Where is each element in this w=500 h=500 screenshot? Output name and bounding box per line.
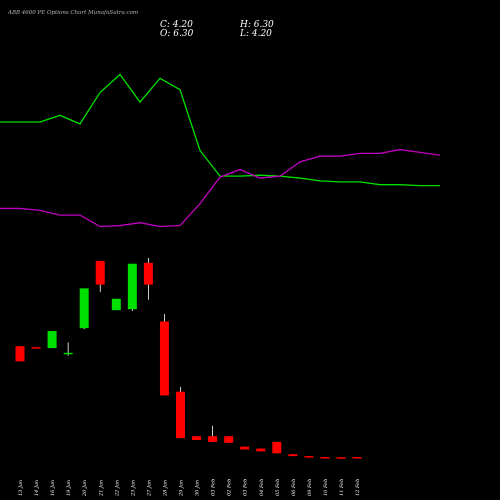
x-tick-label: 29 Jan <box>179 480 185 497</box>
candle-body <box>208 436 218 442</box>
candle-body <box>288 454 298 457</box>
open-value: O: 6.30 <box>160 29 194 39</box>
x-tick-label: 10 Feb <box>323 479 329 496</box>
candle-body <box>143 262 153 285</box>
candle-body <box>336 457 346 459</box>
x-tick-label: 12 Feb <box>355 479 361 496</box>
high-value: H: 6.30 <box>240 20 274 30</box>
candle-body <box>272 441 282 454</box>
x-tick-label: 03 Feb <box>211 479 217 496</box>
x-tick-label: 09 Feb <box>307 479 313 496</box>
indicator-line-2 <box>0 148 441 228</box>
candle-body <box>159 321 169 396</box>
candle-body <box>320 457 330 459</box>
x-tick-label: 19 Jan <box>66 480 72 496</box>
x-tick-label: 16 Jan <box>50 480 56 496</box>
x-tick-label: 13 Jan <box>18 480 24 496</box>
candle-body <box>15 346 25 362</box>
candles <box>15 258 362 459</box>
candle-body <box>192 436 202 440</box>
x-tick-label: 20 Jan <box>82 480 88 497</box>
x-tick-label: 28 Jan <box>162 480 168 497</box>
candle-body <box>304 456 314 458</box>
close-value: C: 4.20 <box>160 20 193 30</box>
candle-body <box>63 352 73 355</box>
candle-body <box>240 446 250 450</box>
x-tick-label: 30 Jan <box>195 480 201 496</box>
x-tick-label: 11 Feb <box>339 479 345 496</box>
x-tick-label: 14 Jan <box>34 480 40 496</box>
x-tick-label: 21 Jan <box>98 480 104 497</box>
x-tick-label: 27 Jan <box>146 480 152 497</box>
candle-body <box>224 436 234 443</box>
low-value: L: 4.20 <box>240 29 272 39</box>
x-tick-label: 23 Jan <box>130 480 136 497</box>
indicator-lines <box>0 73 441 228</box>
candle-body <box>111 298 121 311</box>
x-tick-label: 04 Feb <box>259 479 265 496</box>
candle-body <box>95 260 105 285</box>
indicator-line-1 <box>0 73 440 187</box>
x-axis-ticks: 13 Jan 14 Jan 16 Jan 19 Jan 20 Jan 21 Jan 22 J… <box>18 479 361 497</box>
candle-body <box>352 457 362 459</box>
x-tick-label: 06 Feb <box>291 479 297 496</box>
x-tick-label: 05 Feb <box>275 479 281 496</box>
x-tick-label: 02 Feb <box>227 479 233 496</box>
x-tick-label: 22 Jan <box>114 480 120 497</box>
candle-body <box>79 288 89 329</box>
candle-body <box>31 347 41 349</box>
chart-title: ABB 4600 PE Options Chart MunafaSutra.co… <box>8 10 139 16</box>
candle-body <box>127 263 137 310</box>
x-tick-label: 03 Feb <box>243 479 249 496</box>
candle-body <box>256 448 266 452</box>
candle-body <box>176 391 185 439</box>
candle-body <box>47 331 57 349</box>
